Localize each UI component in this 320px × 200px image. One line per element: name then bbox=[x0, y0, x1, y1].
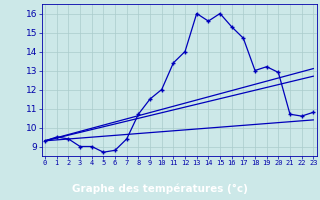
Text: Graphe des températures (°c): Graphe des températures (°c) bbox=[72, 183, 248, 194]
